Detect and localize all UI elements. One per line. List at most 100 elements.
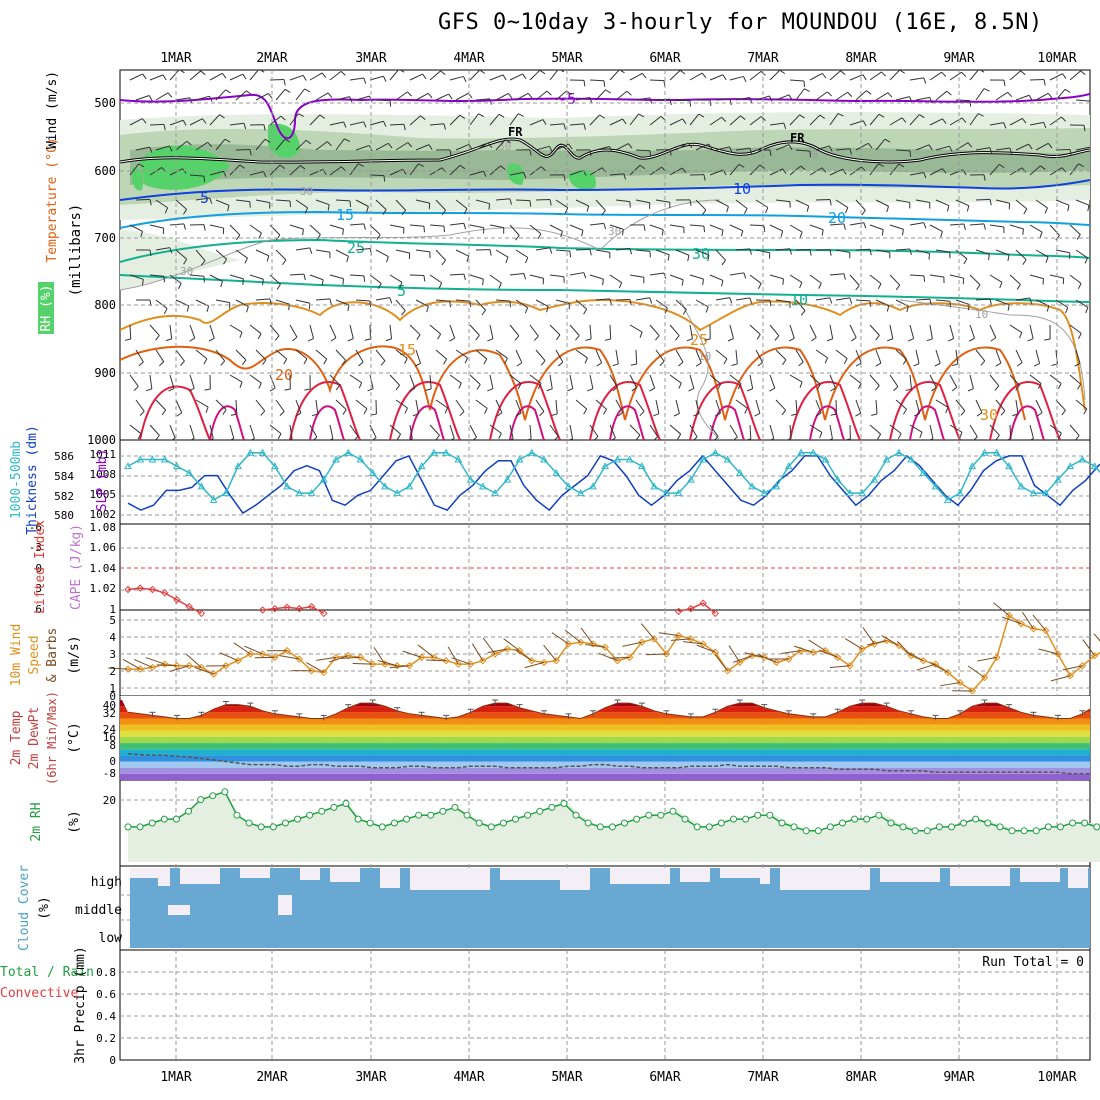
wind-barb (275, 88, 291, 101)
wind-barb (934, 349, 941, 367)
wind-barb (489, 274, 502, 289)
wind-barb (535, 247, 553, 254)
wind-barb (389, 374, 400, 391)
wind-barb (1035, 92, 1053, 101)
wind-barb (709, 74, 727, 81)
slp-series-point (882, 455, 891, 463)
tick-label: 3 (35, 582, 42, 595)
wind-barb (975, 298, 992, 305)
wind-barb (1069, 374, 1082, 390)
wind-barb (709, 274, 724, 287)
wind-barb (1027, 324, 1034, 342)
wind-barb (255, 399, 266, 416)
wind-barb (585, 324, 592, 341)
wind-barb (575, 149, 592, 156)
slp-series-point (625, 455, 634, 463)
wind-barb (815, 198, 832, 206)
isotherm-15 (120, 238, 1090, 263)
date-label-bottom: 9MAR (943, 1070, 974, 1085)
wind-barb (755, 199, 769, 214)
wind-barb (389, 168, 407, 176)
slp-series-point (417, 462, 426, 470)
isotherm-20 (120, 274, 1090, 303)
wind-barb (995, 199, 1011, 210)
slp-series-point (760, 489, 769, 497)
rh2m-series-point (681, 815, 689, 823)
wind-barb (289, 74, 307, 81)
tick-label: -8 (103, 767, 116, 780)
wind-barb (729, 424, 738, 440)
wind-barb (1009, 118, 1027, 126)
wind-barb (475, 349, 488, 365)
rh2m-series-point (148, 819, 156, 827)
rh2m-series-point (778, 819, 786, 827)
wind10-barb (306, 662, 325, 673)
wind-barb (215, 249, 228, 265)
wind-barb (189, 70, 206, 81)
rh2m-series-point (136, 823, 144, 831)
wind-barb (515, 249, 529, 264)
rh2m-series-point (984, 819, 992, 827)
wind-barb (455, 299, 472, 308)
wind-barb (215, 89, 231, 101)
wind-barb (129, 374, 139, 391)
precip-convective-label: Convective (0, 986, 78, 1001)
tick-label: 32 (103, 707, 116, 720)
wind-barb (789, 114, 805, 126)
wind-barb (1015, 349, 1023, 367)
wind-barb (975, 88, 990, 101)
wind-barb (275, 138, 291, 151)
wind-barb (675, 249, 690, 262)
wind-barb (915, 96, 933, 104)
data-plots (108, 448, 1100, 862)
wind10-series-point (173, 662, 181, 670)
rh2m-series-point (197, 796, 205, 804)
wind-barb (315, 249, 331, 259)
tick-label: 0.4 (96, 1010, 116, 1023)
rh2m-series-point (560, 800, 568, 807)
wind-barb (709, 424, 719, 440)
wind-barb (369, 174, 386, 182)
wind-barb (635, 149, 652, 157)
wind-barb (749, 324, 761, 340)
wind-barb (449, 273, 466, 281)
wind-barb (871, 399, 878, 416)
wind-barb (309, 224, 321, 240)
wind-barb (1015, 199, 1028, 215)
rh2m-series-point (124, 823, 132, 831)
wind-barb (349, 223, 366, 230)
tick-label: 1 (109, 603, 116, 616)
wind-barb (395, 299, 406, 316)
cloud-clear-block (240, 868, 270, 878)
wind-barb (415, 249, 431, 258)
slp-series-point (943, 495, 952, 503)
cloud-clear-block (680, 868, 710, 882)
wind-barb (535, 199, 552, 206)
wind-barb (829, 374, 836, 392)
wind-barb (435, 93, 453, 101)
wind10-barbs (108, 602, 1100, 692)
slp-series-point (797, 448, 805, 456)
slp-series-point (197, 482, 206, 490)
tick-label: 1005 (90, 488, 117, 501)
wind10-barb (670, 638, 691, 641)
rh2m-series-point (185, 807, 193, 815)
wind-barb (551, 399, 558, 416)
slp-series-point (454, 455, 463, 463)
wind-barb (369, 274, 382, 289)
wind10-barb (658, 632, 679, 637)
cloud-clear-block (330, 868, 360, 882)
lifted-index-series-point (161, 589, 169, 597)
wind10-barb (1062, 665, 1083, 671)
wind-barb (775, 299, 791, 308)
wind-barb (575, 248, 592, 256)
wind-barb (255, 298, 272, 305)
date-label-bottom: 6MAR (649, 1070, 680, 1085)
tick-label: 6 (35, 603, 42, 616)
wind-barb (955, 142, 973, 151)
wind-barb (929, 168, 947, 176)
tick-label: middle (75, 903, 122, 918)
wind-barb (189, 118, 207, 126)
rh2m-series-point (1081, 819, 1089, 827)
cloud-clear-block (1020, 868, 1060, 882)
